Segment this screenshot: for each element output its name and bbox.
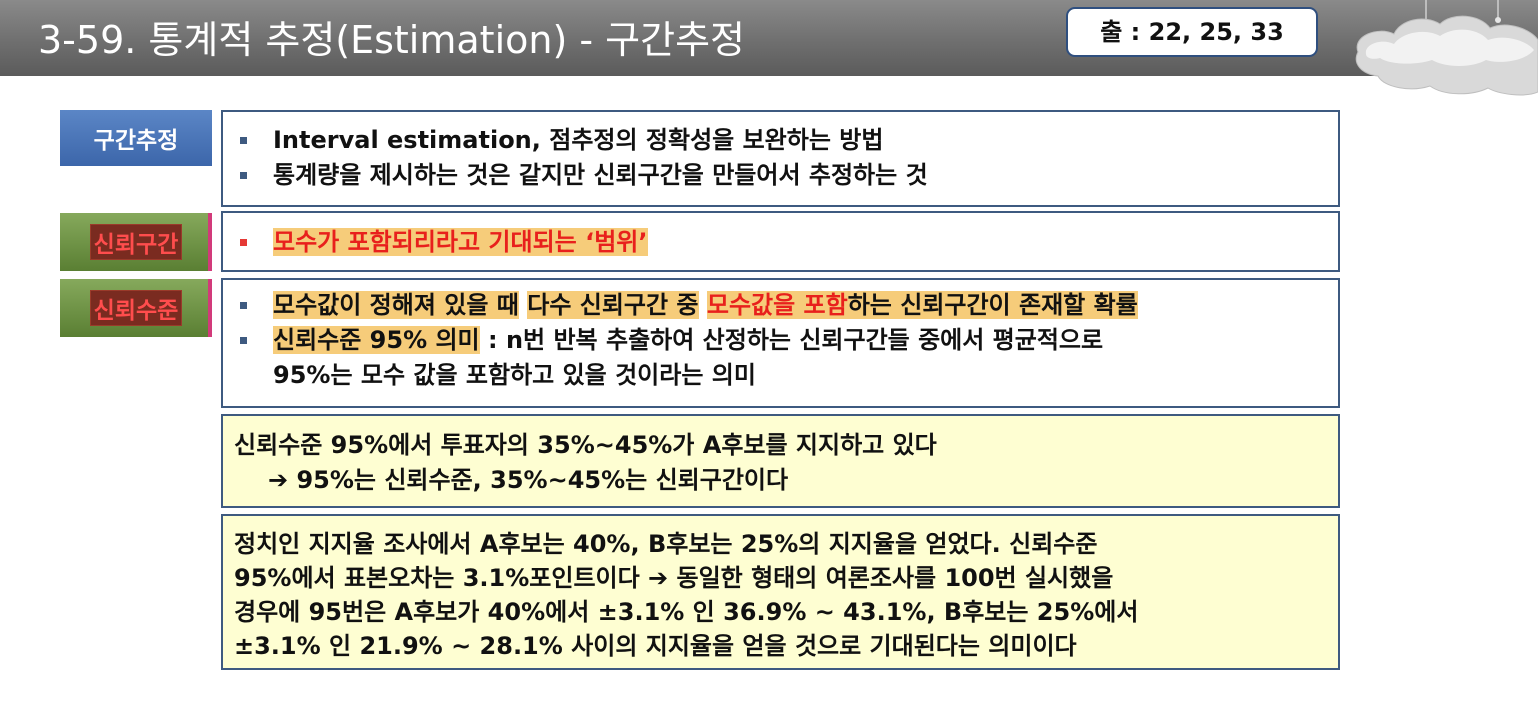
list-item: 모수값이 정해져 있을 때 다수 신뢰구간 중 모수값을 포함하는 신뢰구간이 …	[223, 288, 1338, 323]
interval-estimation-box: Interval estimation, 점추정의 정확성을 보완하는 방법 통…	[221, 110, 1340, 207]
list-item: 모수가 포함되리라고 기대되는 ‘범위’	[223, 225, 1338, 260]
page-title: 3-59. 통계적 추정(Estimation) - 구간추정	[38, 18, 745, 62]
list-item-continuation: 95%는 모수 값을 포함하고 있을 것이라는 의미	[273, 361, 756, 389]
confidence-interval-box: 모수가 포함되리라고 기대되는 ‘범위’	[221, 211, 1340, 272]
highlight-text: 모수가 포함되리라고 기대되는 ‘범위’	[273, 228, 648, 256]
confidence-level-box: 모수값이 정해져 있을 때 다수 신뢰구간 중 모수값을 포함하는 신뢰구간이 …	[221, 278, 1340, 408]
highlight-text: 모수값이 정해져 있을 때	[273, 291, 519, 319]
example-line: 신뢰수준 95%에서 투표자의 35%~45%가 A후보를 지지하고 있다	[234, 431, 937, 459]
list-item: 통계량을 제시하는 것은 같지만 신뢰구간을 만들어서 추정하는 것	[223, 158, 1338, 193]
example-line: ➔ 95%는 신뢰수준, 35%~45%는 신뢰구간이다	[268, 466, 789, 494]
highlight-text: 하는 신뢰구간이 존재할 확률	[847, 291, 1138, 319]
label-confidence-level: 신뢰수준	[60, 279, 212, 337]
highlight-text: 모수값을 포함	[706, 291, 848, 319]
example-line: 경우에 95번은 A후보가 40%에서 ±3.1% 인 36.9% ~ 43.1…	[234, 598, 1139, 626]
example-line: 95%에서 표본오차는 3.1%포인트이다 ➔ 동일한 형태의 여론조사를 10…	[234, 564, 1114, 592]
example-box-2: 정치인 지지율 조사에서 A후보는 40%, B후보는 25%의 지지율을 얻었…	[221, 514, 1340, 670]
label-interval-estimation: 구간추정	[60, 110, 212, 166]
example-line: ±3.1% 인 21.9% ~ 28.1% 사이의 지지율을 얻을 것으로 기대…	[234, 632, 1077, 660]
highlight-text: 다수 신뢰구간 중	[527, 291, 699, 319]
list-item: 신뢰수준 95% 의미 : n번 반복 추출하여 산정하는 신뢰구간들 중에서 …	[223, 323, 1338, 393]
source-badge: 출 : 22, 25, 33	[1066, 7, 1318, 57]
example-box-1: 신뢰수준 95%에서 투표자의 35%~45%가 A후보를 지지하고 있다 ➔ …	[221, 414, 1340, 508]
arrow-icon: ➔	[268, 466, 289, 494]
label-confidence-interval: 신뢰구간	[60, 213, 212, 271]
header-bar: 3-59. 통계적 추정(Estimation) - 구간추정 출 : 22, …	[0, 0, 1538, 76]
cloud-icon	[1355, 0, 1538, 96]
list-item: Interval estimation, 점추정의 정확성을 보완하는 방법	[223, 123, 1338, 158]
highlight-text: 신뢰수준 95% 의미	[273, 326, 480, 354]
example-line: 정치인 지지율 조사에서 A후보는 40%, B후보는 25%의 지지율을 얻었…	[234, 530, 1098, 558]
